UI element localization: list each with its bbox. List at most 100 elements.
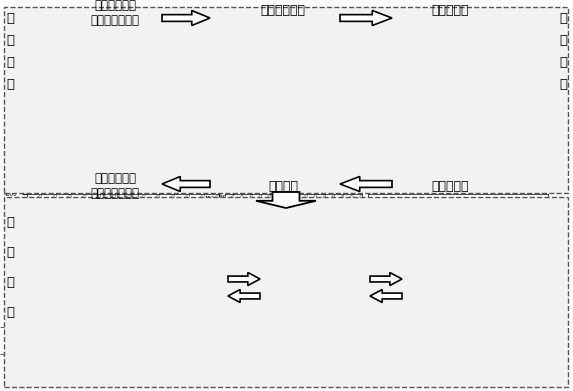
Circle shape: [54, 78, 65, 90]
Circle shape: [121, 123, 132, 135]
Circle shape: [99, 56, 109, 68]
Circle shape: [32, 168, 42, 180]
Circle shape: [20, 56, 31, 68]
Circle shape: [99, 78, 109, 90]
Circle shape: [116, 45, 127, 56]
Polygon shape: [228, 289, 260, 303]
Circle shape: [144, 33, 155, 45]
Polygon shape: [256, 192, 316, 208]
Circle shape: [94, 67, 104, 79]
Polygon shape: [128, 292, 145, 308]
Text: AlN: AlN: [299, 43, 309, 48]
Text: 自: 自: [559, 13, 567, 25]
X-axis label: Temperature (K): Temperature (K): [217, 194, 261, 199]
Circle shape: [99, 100, 109, 112]
Circle shape: [43, 123, 53, 135]
Text: 步: 步: [6, 307, 14, 319]
Circle shape: [139, 45, 150, 56]
Polygon shape: [162, 176, 210, 192]
Circle shape: [26, 157, 37, 169]
Circle shape: [60, 45, 70, 56]
Circle shape: [121, 56, 132, 68]
Circle shape: [121, 33, 132, 45]
Circle shape: [49, 157, 60, 169]
Circle shape: [54, 56, 65, 68]
Text: Si: Si: [299, 122, 304, 127]
Text: In-plane [x-lattice]: In-plane [x-lattice]: [214, 167, 265, 172]
Circle shape: [121, 168, 132, 180]
Circle shape: [133, 78, 143, 90]
Circle shape: [60, 134, 70, 146]
Circle shape: [49, 112, 60, 124]
Circle shape: [99, 123, 109, 135]
Circle shape: [83, 45, 93, 56]
Circle shape: [83, 112, 93, 124]
Circle shape: [65, 78, 76, 90]
Text: 下: 下: [559, 79, 567, 91]
Polygon shape: [340, 11, 392, 25]
Text: 上: 上: [559, 34, 567, 47]
Circle shape: [105, 90, 116, 101]
Text: 而: 而: [559, 57, 567, 70]
Circle shape: [20, 168, 31, 180]
Circle shape: [128, 112, 138, 124]
Circle shape: [26, 134, 37, 146]
Circle shape: [49, 134, 60, 146]
Circle shape: [133, 145, 143, 157]
Text: 材料本构关系: 材料本构关系: [261, 4, 305, 16]
Circle shape: [65, 145, 76, 157]
Circle shape: [54, 123, 65, 135]
Circle shape: [72, 157, 82, 169]
Circle shape: [139, 134, 150, 146]
Circle shape: [88, 33, 99, 45]
Circle shape: [144, 78, 155, 90]
Circle shape: [26, 67, 37, 79]
Circle shape: [128, 45, 138, 56]
Circle shape: [43, 100, 53, 112]
Circle shape: [65, 123, 76, 135]
Circle shape: [54, 168, 65, 180]
Y-axis label: Linear TEC (um/m/C): Linear TEC (um/m/C): [140, 81, 145, 136]
Circle shape: [20, 145, 31, 157]
Circle shape: [54, 33, 65, 45]
Circle shape: [94, 157, 104, 169]
Circle shape: [116, 157, 127, 169]
Polygon shape: [350, 66, 470, 154]
Polygon shape: [350, 45, 492, 66]
Text: 量子力学模型
分子动力学模型: 量子力学模型 分子动力学模型: [91, 172, 139, 200]
Circle shape: [72, 67, 82, 79]
Bar: [380, 209, 529, 352]
Text: 边界条件: 边界条件: [268, 179, 298, 192]
Circle shape: [76, 78, 87, 90]
Circle shape: [128, 157, 138, 169]
Polygon shape: [370, 289, 402, 303]
Bar: [125, 290, 148, 311]
Text: 同: 同: [6, 276, 14, 289]
Circle shape: [139, 157, 150, 169]
Circle shape: [38, 112, 48, 124]
Circle shape: [76, 123, 87, 135]
Circle shape: [60, 90, 70, 101]
Circle shape: [20, 33, 31, 45]
Circle shape: [128, 67, 138, 79]
Circle shape: [76, 100, 87, 112]
Circle shape: [38, 45, 48, 56]
Circle shape: [20, 100, 31, 112]
Circle shape: [54, 145, 65, 157]
Circle shape: [54, 100, 65, 112]
Text: 有限元模型: 有限元模型: [431, 179, 469, 192]
Circle shape: [88, 56, 99, 68]
Text: GaN: GaN: [299, 71, 312, 76]
Circle shape: [26, 112, 37, 124]
Text: 上: 上: [6, 79, 14, 91]
Circle shape: [133, 56, 143, 68]
Circle shape: [110, 145, 121, 157]
Text: 下: 下: [6, 34, 14, 47]
Circle shape: [76, 145, 87, 157]
Polygon shape: [470, 45, 492, 154]
Circle shape: [32, 78, 42, 90]
Circle shape: [94, 134, 104, 146]
Circle shape: [32, 123, 42, 135]
Circle shape: [20, 78, 31, 90]
Circle shape: [139, 90, 150, 101]
